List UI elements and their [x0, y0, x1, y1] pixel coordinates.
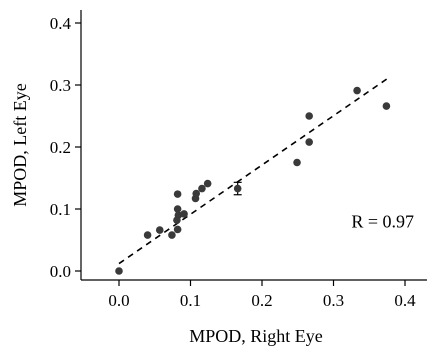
- y-tick-label: 0.2: [50, 138, 71, 157]
- x-tick-label: 0.4: [394, 291, 416, 310]
- data-point: [233, 184, 242, 193]
- data-point: [155, 226, 164, 234]
- y-ticks: 0.0 0.1 0.2 0.3 0.4: [50, 14, 81, 281]
- data-point: [173, 190, 182, 198]
- data-point: [180, 210, 188, 218]
- data-point: [353, 86, 361, 95]
- x-axis-title: MPOD, Right Eye: [189, 326, 323, 346]
- data-point: [382, 102, 391, 110]
- correlation-annotation: R = 0.97: [351, 211, 414, 231]
- y-axis-title: MPOD, Left Eye: [10, 83, 30, 206]
- data-point: [192, 189, 201, 198]
- data-points: [115, 86, 391, 275]
- x-tick-label: 0.2: [251, 291, 272, 310]
- data-point: [173, 225, 182, 234]
- y-tick-label: 0.1: [50, 200, 71, 219]
- y-tick-label: 0.0: [50, 262, 71, 281]
- x-tick-label: 0.3: [323, 291, 344, 310]
- data-point: [115, 267, 123, 275]
- data-point: [173, 205, 182, 213]
- data-point: [305, 112, 313, 120]
- x-tick-label: 0.1: [180, 291, 201, 310]
- x-ticks: 0.0 0.1 0.2 0.3 0.4: [108, 280, 416, 310]
- data-point: [293, 158, 301, 167]
- data-point: [203, 179, 212, 188]
- data-point: [174, 211, 183, 219]
- axes: [80, 10, 427, 281]
- fit-line: [118, 78, 388, 265]
- data-point: [168, 231, 176, 239]
- data-point: [305, 138, 313, 146]
- x-tick-label: 0.0: [108, 291, 129, 310]
- data-point: [198, 184, 206, 193]
- y-tick-label: 0.3: [50, 76, 71, 95]
- y-tick-label: 0.4: [50, 14, 72, 33]
- data-point: [143, 231, 152, 239]
